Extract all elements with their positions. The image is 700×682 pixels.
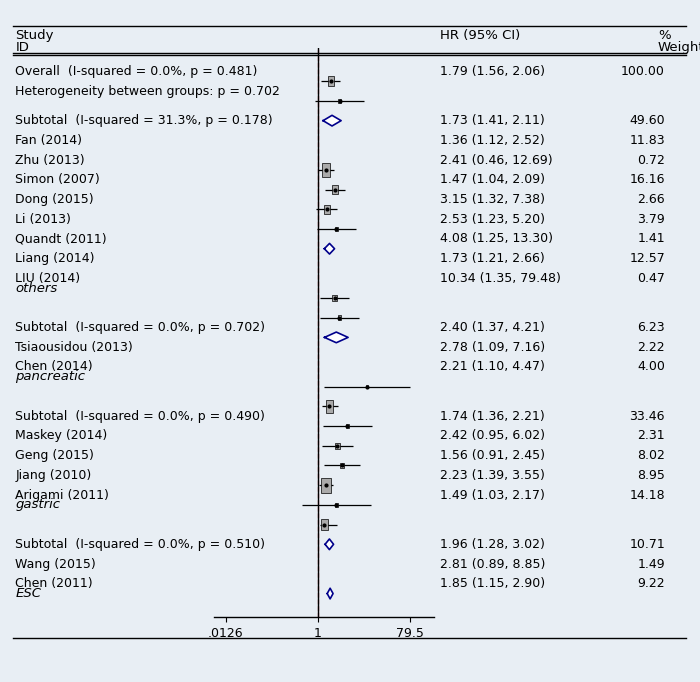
Text: 10.34 (1.35, 79.48): 10.34 (1.35, 79.48) <box>440 272 561 285</box>
Text: 2.42 (0.95, 6.02): 2.42 (0.95, 6.02) <box>440 430 545 443</box>
Text: Subtotal  (I-squared = 0.0%, p = 0.702): Subtotal (I-squared = 0.0%, p = 0.702) <box>15 321 265 334</box>
Text: 8.95: 8.95 <box>637 469 665 482</box>
Text: Subtotal  (I-squared = 0.0%, p = 0.510): Subtotal (I-squared = 0.0%, p = 0.510) <box>15 538 265 551</box>
Bar <box>328 76 334 86</box>
Text: 16.16: 16.16 <box>629 173 665 186</box>
Text: 2.41 (0.46, 12.69): 2.41 (0.46, 12.69) <box>440 153 552 166</box>
Text: 2.66: 2.66 <box>638 193 665 206</box>
Text: gastric: gastric <box>15 499 60 512</box>
Text: %: % <box>658 29 671 42</box>
Text: 2.81 (0.89, 8.85): 2.81 (0.89, 8.85) <box>440 557 545 571</box>
Text: 3.15 (1.32, 7.38): 3.15 (1.32, 7.38) <box>440 193 545 206</box>
Text: ESC: ESC <box>15 587 41 600</box>
Text: Maskey (2014): Maskey (2014) <box>15 430 108 443</box>
Text: LIU (2014): LIU (2014) <box>15 272 80 285</box>
Text: Li (2013): Li (2013) <box>15 213 71 226</box>
Text: 10.71: 10.71 <box>629 538 665 551</box>
Text: Fan (2014): Fan (2014) <box>15 134 83 147</box>
Text: 6.23: 6.23 <box>638 321 665 334</box>
Text: 1.73 (1.21, 2.66): 1.73 (1.21, 2.66) <box>440 252 545 265</box>
Text: 1.96 (1.28, 3.02): 1.96 (1.28, 3.02) <box>440 538 545 551</box>
Bar <box>324 205 330 213</box>
Text: Weight: Weight <box>658 41 700 54</box>
Text: 49.60: 49.60 <box>629 114 665 127</box>
Text: 3.79: 3.79 <box>637 213 665 226</box>
Text: 0.72: 0.72 <box>637 153 665 166</box>
Text: Overall  (I-squared = 0.0%, p = 0.481): Overall (I-squared = 0.0%, p = 0.481) <box>15 65 258 78</box>
Text: 1.41: 1.41 <box>638 233 665 246</box>
Bar <box>340 463 344 468</box>
Bar <box>335 503 338 507</box>
Text: 33.46: 33.46 <box>629 410 665 423</box>
Bar <box>337 316 341 320</box>
Text: 12.57: 12.57 <box>629 252 665 265</box>
Text: 2.23 (1.39, 3.55): 2.23 (1.39, 3.55) <box>440 469 545 482</box>
Bar <box>321 519 328 531</box>
Bar <box>326 400 333 413</box>
Polygon shape <box>325 539 334 550</box>
Bar <box>335 443 340 449</box>
Bar <box>365 385 368 388</box>
Text: Quandt (2011): Quandt (2011) <box>15 233 107 246</box>
Text: 2.53 (1.23, 5.20): 2.53 (1.23, 5.20) <box>440 213 545 226</box>
Text: Geng (2015): Geng (2015) <box>15 449 94 462</box>
Text: Arigami (2011): Arigami (2011) <box>15 488 109 501</box>
Text: 2.31: 2.31 <box>638 430 665 443</box>
Text: 8.02: 8.02 <box>637 449 665 462</box>
Text: Tsiaousidou (2013): Tsiaousidou (2013) <box>15 341 133 354</box>
Polygon shape <box>325 332 348 343</box>
Text: Chen (2014): Chen (2014) <box>15 361 93 374</box>
Polygon shape <box>323 115 341 126</box>
Text: 1.49 (1.03, 2.17): 1.49 (1.03, 2.17) <box>440 488 545 501</box>
Polygon shape <box>327 589 333 599</box>
Text: Wang (2015): Wang (2015) <box>15 557 96 571</box>
Bar <box>332 185 338 194</box>
Bar <box>338 99 342 103</box>
Bar <box>322 163 330 177</box>
Text: Jiang (2010): Jiang (2010) <box>15 469 92 482</box>
Text: Study: Study <box>15 29 54 42</box>
Text: 1.85 (1.15, 2.90): 1.85 (1.15, 2.90) <box>440 577 545 590</box>
Text: Heterogeneity between groups: p = 0.702: Heterogeneity between groups: p = 0.702 <box>15 85 280 98</box>
Text: 4.08 (1.25, 13.30): 4.08 (1.25, 13.30) <box>440 233 552 246</box>
Text: Simon (2007): Simon (2007) <box>15 173 100 186</box>
Text: Dong (2015): Dong (2015) <box>15 193 94 206</box>
Text: 100.00: 100.00 <box>621 65 665 78</box>
Text: ID: ID <box>15 41 29 54</box>
Bar <box>332 295 337 301</box>
Text: 1.36 (1.12, 2.52): 1.36 (1.12, 2.52) <box>440 134 545 147</box>
Text: 1.47 (1.04, 2.09): 1.47 (1.04, 2.09) <box>440 173 545 186</box>
Text: 11.83: 11.83 <box>629 134 665 147</box>
Text: pancreatic: pancreatic <box>15 370 85 383</box>
Text: Subtotal  (I-squared = 31.3%, p = 0.178): Subtotal (I-squared = 31.3%, p = 0.178) <box>15 114 273 127</box>
Text: 1.49: 1.49 <box>638 557 665 571</box>
Bar <box>346 424 349 428</box>
Text: 14.18: 14.18 <box>629 488 665 501</box>
Text: 4.00: 4.00 <box>637 361 665 374</box>
Text: 1.79 (1.56, 2.06): 1.79 (1.56, 2.06) <box>440 65 545 78</box>
Text: 1.74 (1.36, 2.21): 1.74 (1.36, 2.21) <box>440 410 545 423</box>
Text: Liang (2014): Liang (2014) <box>15 252 95 265</box>
Text: others: others <box>15 282 57 295</box>
Text: 9.22: 9.22 <box>638 577 665 590</box>
Text: Chen (2011): Chen (2011) <box>15 577 93 590</box>
Bar <box>335 226 338 231</box>
Text: 0.47: 0.47 <box>637 272 665 285</box>
Text: Subtotal  (I-squared = 0.0%, p = 0.490): Subtotal (I-squared = 0.0%, p = 0.490) <box>15 410 265 423</box>
Text: Zhu (2013): Zhu (2013) <box>15 153 85 166</box>
Text: 2.21 (1.10, 4.47): 2.21 (1.10, 4.47) <box>440 361 545 374</box>
Text: 1.73 (1.41, 2.11): 1.73 (1.41, 2.11) <box>440 114 545 127</box>
Text: 2.40 (1.37, 4.21): 2.40 (1.37, 4.21) <box>440 321 545 334</box>
Text: HR (95% CI): HR (95% CI) <box>440 29 520 42</box>
Text: 2.78 (1.09, 7.16): 2.78 (1.09, 7.16) <box>440 341 545 354</box>
Bar <box>321 477 330 492</box>
Polygon shape <box>324 243 335 254</box>
Text: 2.22: 2.22 <box>638 341 665 354</box>
Text: 1.56 (0.91, 2.45): 1.56 (0.91, 2.45) <box>440 449 545 462</box>
